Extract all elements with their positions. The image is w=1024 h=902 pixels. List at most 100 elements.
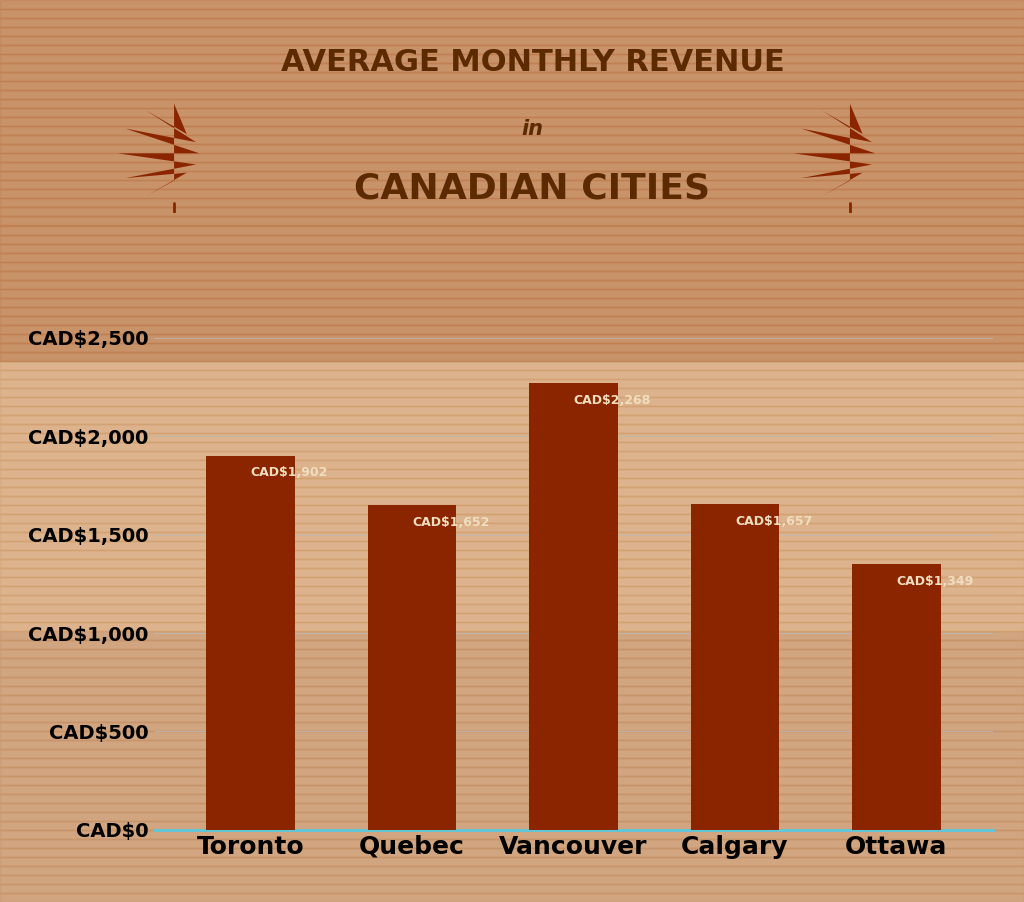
Polygon shape xyxy=(118,104,200,197)
Bar xyxy=(0,451,1024,460)
Bar xyxy=(206,456,295,830)
Polygon shape xyxy=(794,104,876,197)
Bar xyxy=(0,478,1024,487)
Bar xyxy=(0,604,1024,613)
Bar xyxy=(0,135,1024,144)
Bar xyxy=(0,406,1024,415)
Bar xyxy=(0,63,1024,72)
Bar xyxy=(0,505,1024,514)
Bar xyxy=(0,0,1024,9)
Bar xyxy=(0,262,1024,271)
Bar xyxy=(0,740,1024,749)
Bar xyxy=(0,117,1024,126)
Bar xyxy=(0,207,1024,216)
Bar xyxy=(0,695,1024,704)
Bar xyxy=(0,568,1024,577)
Bar xyxy=(0,713,1024,722)
Bar xyxy=(0,821,1024,830)
Bar xyxy=(0,54,1024,63)
Bar xyxy=(0,550,1024,559)
Text: CAD$1,349: CAD$1,349 xyxy=(896,575,974,588)
Bar xyxy=(0,45,1024,54)
Bar xyxy=(0,162,1024,171)
Bar xyxy=(0,658,1024,667)
Bar xyxy=(0,577,1024,586)
Bar xyxy=(0,189,1024,198)
Bar xyxy=(0,649,1024,658)
Bar xyxy=(0,830,1024,839)
Bar xyxy=(0,9,1024,18)
Bar xyxy=(0,487,1024,496)
Bar xyxy=(0,289,1024,298)
Bar xyxy=(0,731,1024,740)
Text: CAD$2,268: CAD$2,268 xyxy=(573,394,650,408)
Text: CAD$1,652: CAD$1,652 xyxy=(412,516,489,529)
Bar xyxy=(0,343,1024,352)
Bar xyxy=(0,686,1024,695)
Bar xyxy=(0,316,1024,325)
Bar xyxy=(0,622,1024,631)
Bar xyxy=(0,334,1024,343)
Bar xyxy=(0,99,1024,108)
Text: CANADIAN CITIES: CANADIAN CITIES xyxy=(354,171,711,205)
Bar xyxy=(0,424,1024,433)
Bar xyxy=(0,749,1024,758)
Bar xyxy=(0,180,1024,189)
Bar xyxy=(0,676,1024,686)
Bar xyxy=(0,631,1024,640)
Bar xyxy=(368,505,457,830)
Bar xyxy=(0,90,1024,99)
Bar xyxy=(529,383,617,830)
Bar xyxy=(0,469,1024,478)
Bar xyxy=(0,875,1024,884)
Bar xyxy=(0,198,1024,207)
Text: AVERAGE MONTHLY REVENUE: AVERAGE MONTHLY REVENUE xyxy=(281,49,784,78)
Bar xyxy=(0,893,1024,902)
Bar xyxy=(0,388,1024,397)
Text: CAD$1,902: CAD$1,902 xyxy=(251,466,328,479)
Bar xyxy=(0,514,1024,523)
Bar xyxy=(0,433,1024,442)
Bar xyxy=(0,496,1024,505)
Bar xyxy=(0,667,1024,676)
Bar xyxy=(0,108,1024,117)
Bar xyxy=(0,280,1024,289)
Bar xyxy=(0,72,1024,81)
Bar xyxy=(0,848,1024,857)
Bar xyxy=(0,776,1024,785)
Bar xyxy=(0,722,1024,731)
Bar xyxy=(0,541,1024,550)
Bar xyxy=(0,361,1024,370)
Bar xyxy=(690,503,779,830)
Bar xyxy=(0,559,1024,568)
Bar xyxy=(0,171,1024,180)
Bar xyxy=(0,785,1024,794)
Bar xyxy=(0,244,1024,253)
Bar xyxy=(0,767,1024,776)
Bar xyxy=(0,532,1024,541)
Bar xyxy=(0,586,1024,595)
Bar xyxy=(0,253,1024,262)
Bar xyxy=(0,613,1024,622)
Bar xyxy=(0,352,1024,361)
Bar xyxy=(0,235,1024,244)
Bar xyxy=(0,370,1024,379)
Bar xyxy=(0,523,1024,532)
Bar xyxy=(0,126,1024,135)
Bar xyxy=(0,36,1024,45)
Text: in: in xyxy=(521,119,544,139)
Bar xyxy=(0,758,1024,767)
Bar xyxy=(0,857,1024,866)
Bar xyxy=(0,226,1024,235)
Bar xyxy=(0,704,1024,713)
Bar xyxy=(0,415,1024,424)
Bar xyxy=(0,379,1024,388)
Bar xyxy=(0,640,1024,649)
Bar xyxy=(0,595,1024,604)
Bar xyxy=(0,27,1024,36)
Bar xyxy=(0,298,1024,307)
Bar xyxy=(0,442,1024,451)
Bar xyxy=(0,18,1024,27)
Bar xyxy=(0,271,1024,280)
Bar xyxy=(0,839,1024,848)
